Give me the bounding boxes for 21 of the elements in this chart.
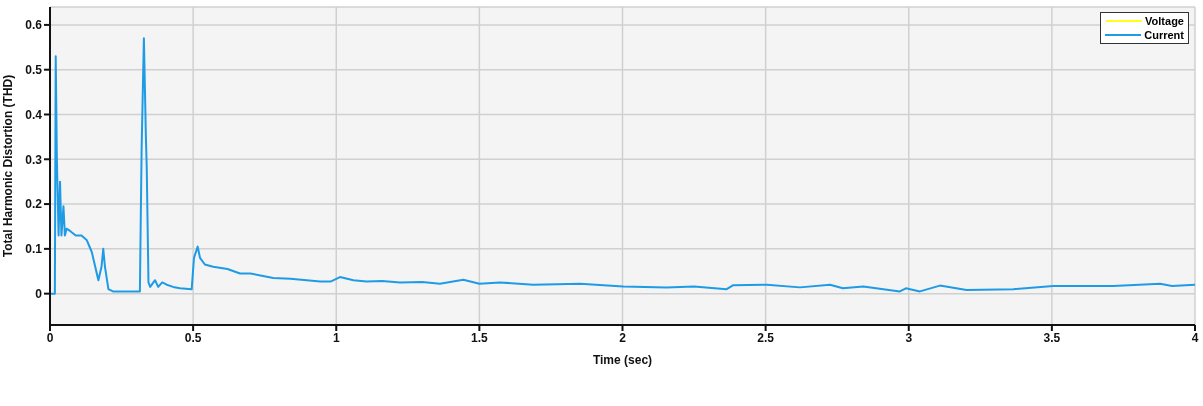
x-tick-label: 2.5 bbox=[757, 330, 775, 345]
x-tick-label: 4 bbox=[1191, 330, 1199, 345]
x-tick-label: 0 bbox=[46, 330, 54, 345]
x-tick-label: 0.5 bbox=[184, 330, 202, 345]
y-tick-label: 0.5 bbox=[25, 62, 43, 77]
x-axis-title: Time (sec) bbox=[592, 353, 653, 367]
y-tick-label: 0.1 bbox=[25, 242, 43, 257]
y-tick-label: 0.3 bbox=[25, 152, 43, 167]
y-axis-title: Total Harmonic Distortion (THD) bbox=[1, 74, 16, 258]
x-tick-label: 3 bbox=[905, 330, 913, 345]
x-tick-label: 1 bbox=[332, 330, 340, 345]
x-tick-label: 3.5 bbox=[1043, 330, 1061, 345]
legend-label: Current bbox=[1144, 28, 1184, 42]
y-tick-label: 0.2 bbox=[25, 197, 43, 212]
legend-label: Voltage bbox=[1145, 14, 1184, 28]
y-tick-label: 0 bbox=[35, 286, 43, 301]
x-tick-label: 2 bbox=[619, 330, 627, 345]
line-series bbox=[50, 37, 1195, 295]
y-tick-label: 0.6 bbox=[25, 18, 43, 33]
x-tick-label: 1.5 bbox=[471, 330, 489, 345]
y-tick-label: 0.4 bbox=[25, 107, 43, 122]
